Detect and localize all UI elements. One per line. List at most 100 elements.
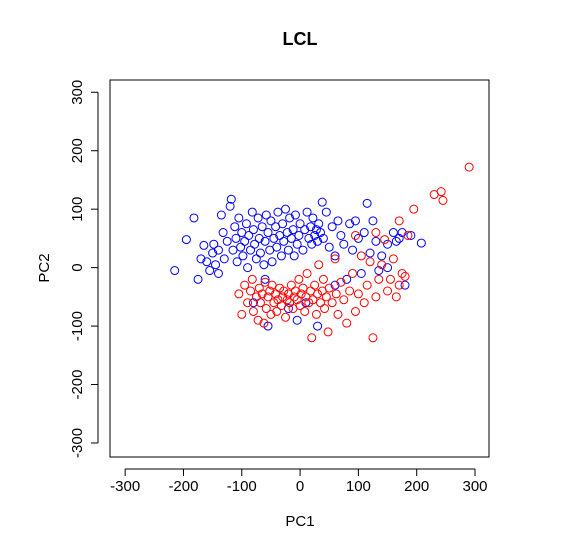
point xyxy=(295,219,305,229)
y-tick-label: -300 xyxy=(69,428,86,458)
point xyxy=(321,207,331,217)
point xyxy=(269,233,279,243)
point xyxy=(353,289,363,299)
point xyxy=(350,216,360,226)
point xyxy=(359,228,369,238)
point xyxy=(196,254,206,264)
point xyxy=(400,280,410,290)
y-tick-label: 300 xyxy=(69,80,86,105)
point xyxy=(307,239,317,249)
point xyxy=(371,236,381,246)
point xyxy=(368,333,378,343)
point xyxy=(219,254,229,264)
point xyxy=(304,233,314,243)
point xyxy=(400,271,410,281)
point xyxy=(209,239,219,249)
point xyxy=(237,309,247,319)
point xyxy=(313,289,323,299)
point xyxy=(213,268,223,278)
point xyxy=(263,228,273,238)
point xyxy=(321,292,331,302)
point xyxy=(205,266,215,276)
point xyxy=(350,230,360,240)
point xyxy=(307,333,317,343)
point xyxy=(276,301,286,311)
point xyxy=(394,216,404,226)
x-tick-label: 0 xyxy=(296,478,304,495)
point xyxy=(290,286,300,296)
point xyxy=(265,286,275,296)
point xyxy=(464,162,474,172)
point xyxy=(406,230,416,240)
point xyxy=(333,216,343,226)
point xyxy=(318,274,328,284)
point xyxy=(181,235,191,245)
point xyxy=(324,242,334,252)
point xyxy=(302,207,312,217)
y-tick-label: 0 xyxy=(69,263,86,271)
point xyxy=(362,198,372,208)
point xyxy=(374,266,384,276)
point xyxy=(388,228,398,238)
point xyxy=(260,274,270,284)
point xyxy=(339,295,349,305)
point xyxy=(240,280,250,290)
point xyxy=(380,235,390,245)
point xyxy=(241,219,251,229)
point xyxy=(317,197,327,207)
point xyxy=(383,239,393,249)
point xyxy=(342,318,352,328)
point xyxy=(234,289,244,299)
point xyxy=(230,222,240,232)
point xyxy=(234,213,244,223)
x-tick-label: -100 xyxy=(227,478,257,495)
point xyxy=(308,213,318,223)
y-tick-label: -100 xyxy=(69,311,86,341)
point xyxy=(281,312,291,322)
point xyxy=(243,263,253,273)
point xyxy=(336,230,346,240)
point xyxy=(300,306,310,316)
point xyxy=(371,228,381,238)
point xyxy=(438,195,448,205)
point xyxy=(330,280,340,290)
point xyxy=(247,207,257,217)
point xyxy=(397,228,407,238)
point xyxy=(306,222,316,232)
point xyxy=(409,204,419,214)
point xyxy=(292,239,302,249)
y-tick-label: -200 xyxy=(69,370,86,400)
point xyxy=(320,304,330,314)
point xyxy=(394,233,404,243)
point xyxy=(216,210,226,220)
point xyxy=(278,219,288,229)
point xyxy=(302,268,312,278)
point xyxy=(385,274,395,284)
point xyxy=(285,213,295,223)
point xyxy=(356,251,366,261)
point xyxy=(260,236,270,246)
point xyxy=(259,318,269,328)
point xyxy=(248,225,258,235)
point xyxy=(248,306,258,316)
point xyxy=(211,260,221,270)
point xyxy=(286,233,296,243)
point xyxy=(342,274,352,284)
point xyxy=(248,298,258,308)
x-tick-label: 100 xyxy=(346,478,371,495)
point xyxy=(292,315,302,325)
y-axis-label: PC2 xyxy=(36,253,53,282)
point xyxy=(377,251,387,261)
point xyxy=(289,251,299,261)
point xyxy=(255,248,265,258)
point xyxy=(281,204,291,214)
point xyxy=(298,245,308,255)
point xyxy=(228,245,238,255)
point xyxy=(345,219,355,229)
x-tick-label: 200 xyxy=(404,478,429,495)
point xyxy=(416,238,426,248)
point xyxy=(311,309,321,319)
point xyxy=(298,283,308,293)
point xyxy=(218,228,228,238)
